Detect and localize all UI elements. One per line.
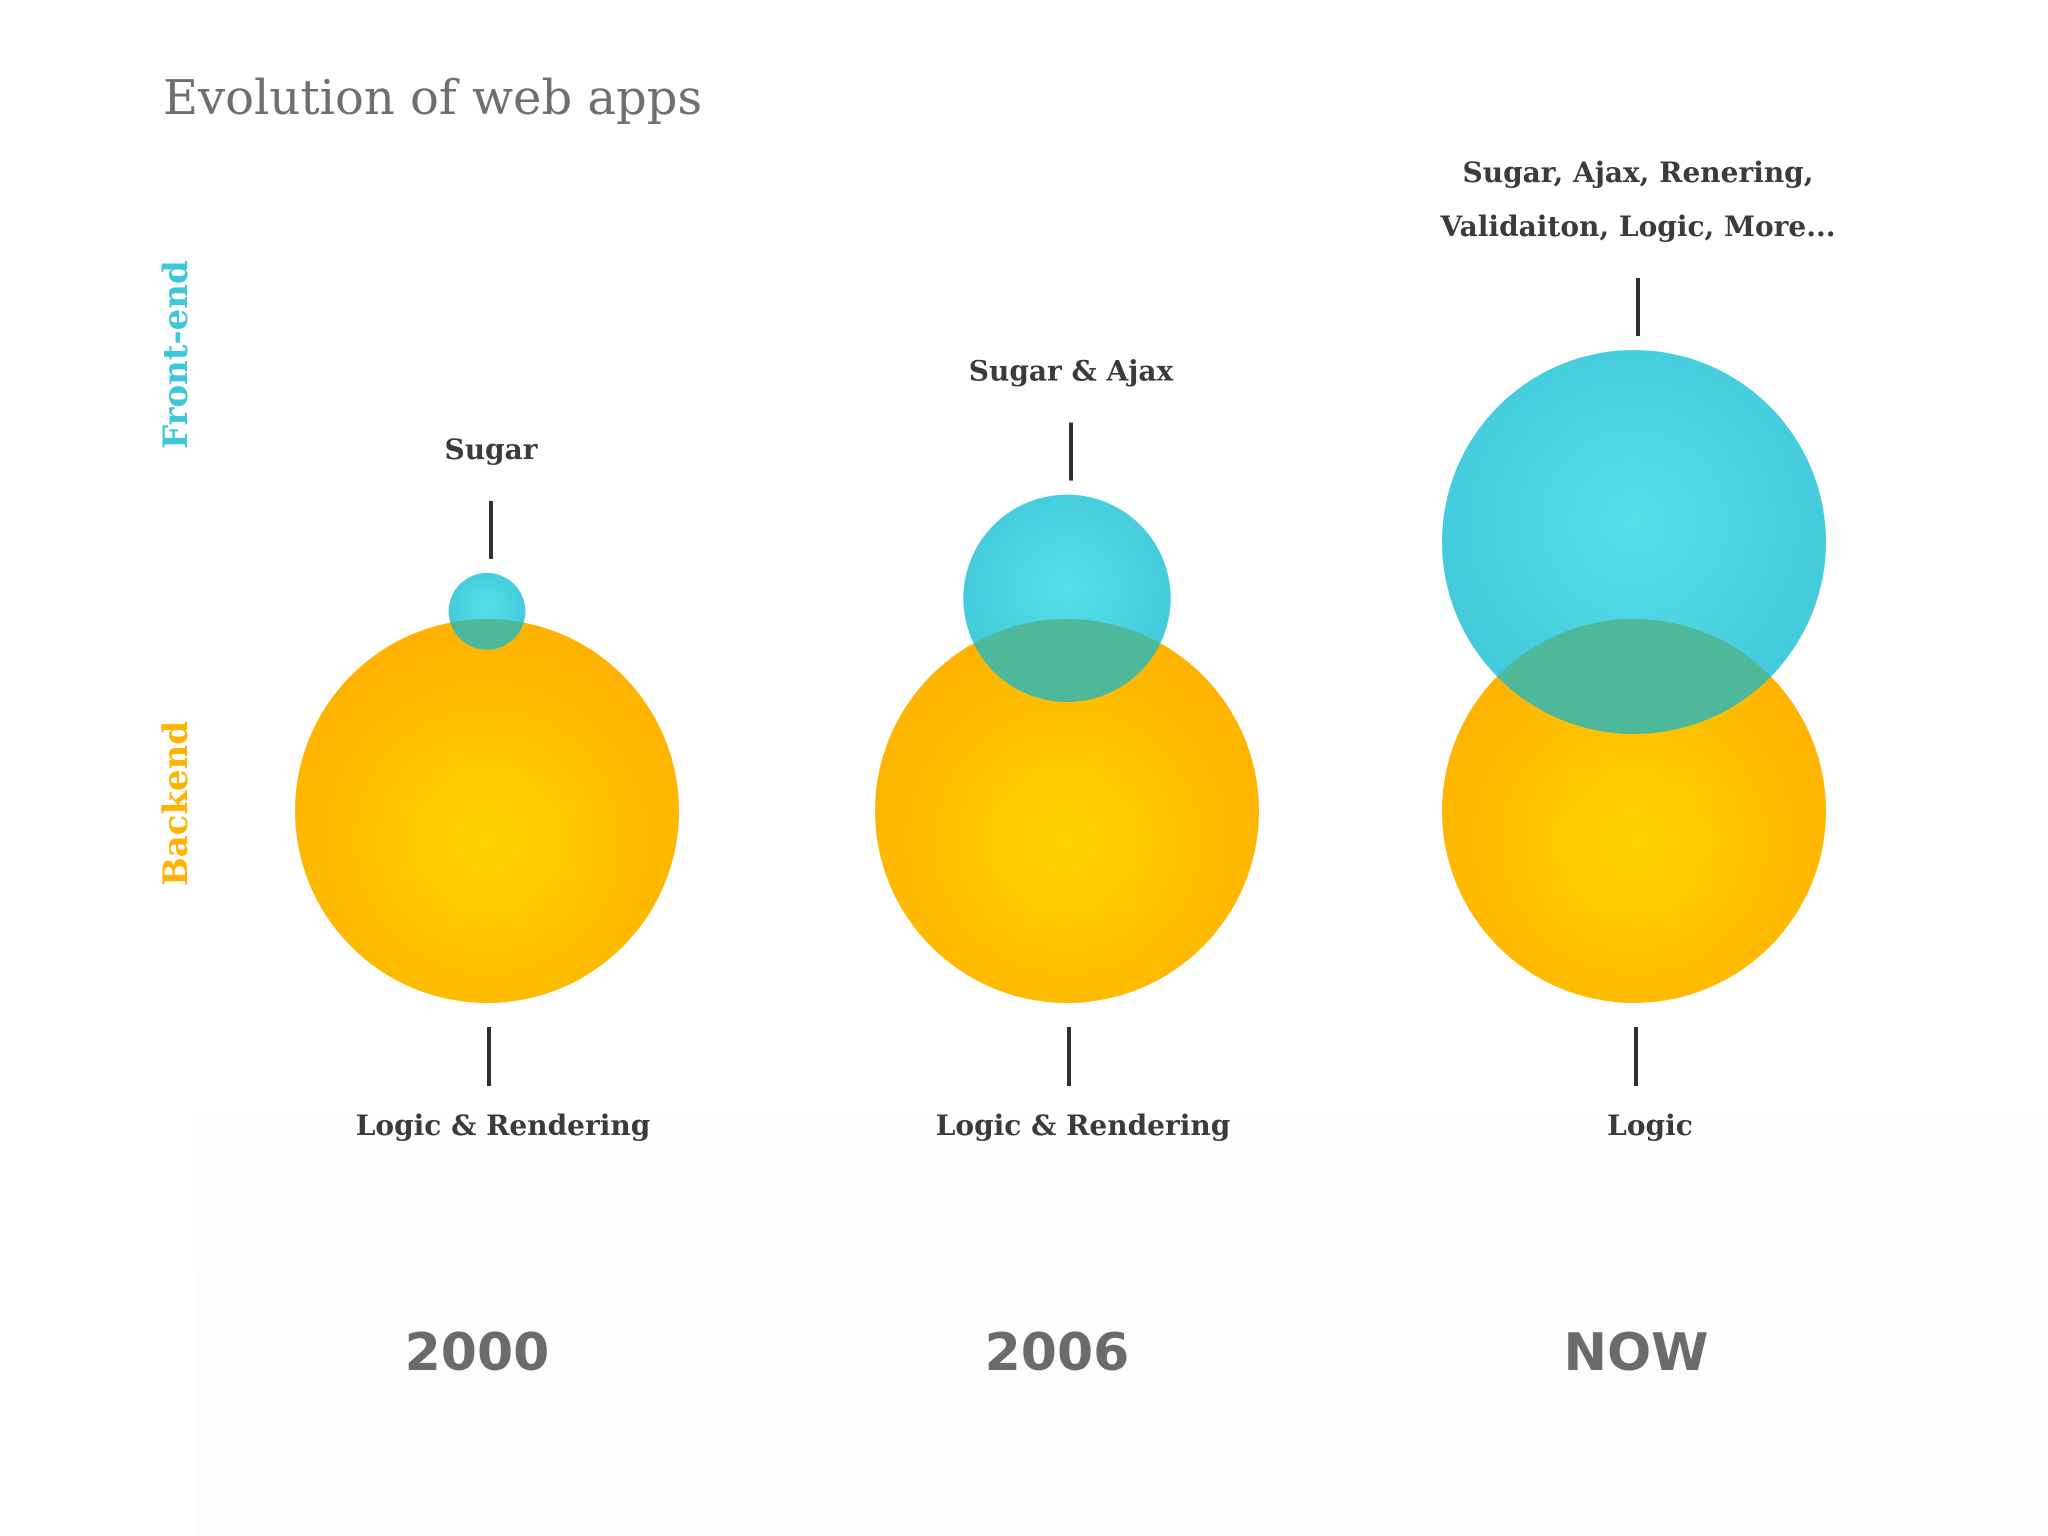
frontend-label: Sugar & Ajax <box>969 355 1174 388</box>
overlap-region <box>448 619 526 650</box>
year-label: 2006 <box>985 1323 1130 1383</box>
overlap-region <box>963 619 1171 702</box>
year-label: NOW <box>1563 1323 1708 1383</box>
frontend-circle <box>1442 350 1826 734</box>
era-group-now: Sugar, Ajax, Renering, Validaiton, Logic,… <box>1440 156 1836 1383</box>
backend-circle <box>1442 619 1826 1003</box>
frontend-label: Validaiton, Logic, More... <box>1440 210 1836 243</box>
backend-label: Logic & Rendering <box>936 1109 1231 1142</box>
era-group-2006: Sugar & Ajax Logic & Rendering 2006 <box>875 355 1259 1383</box>
page-title: Evolution of web apps <box>163 70 703 126</box>
backend-label: Logic <box>1607 1109 1693 1142</box>
year-label: 2000 <box>405 1323 550 1383</box>
backend-label: Logic & Rendering <box>356 1109 651 1142</box>
frontend-label: Sugar <box>444 433 538 466</box>
frontend-label: Sugar, Ajax, Renering, <box>1462 156 1813 189</box>
backend-circle <box>875 619 1259 1003</box>
backend-circle <box>295 619 679 1003</box>
era-group-2000: Sugar Logic & Rendering 2000 <box>295 433 679 1383</box>
